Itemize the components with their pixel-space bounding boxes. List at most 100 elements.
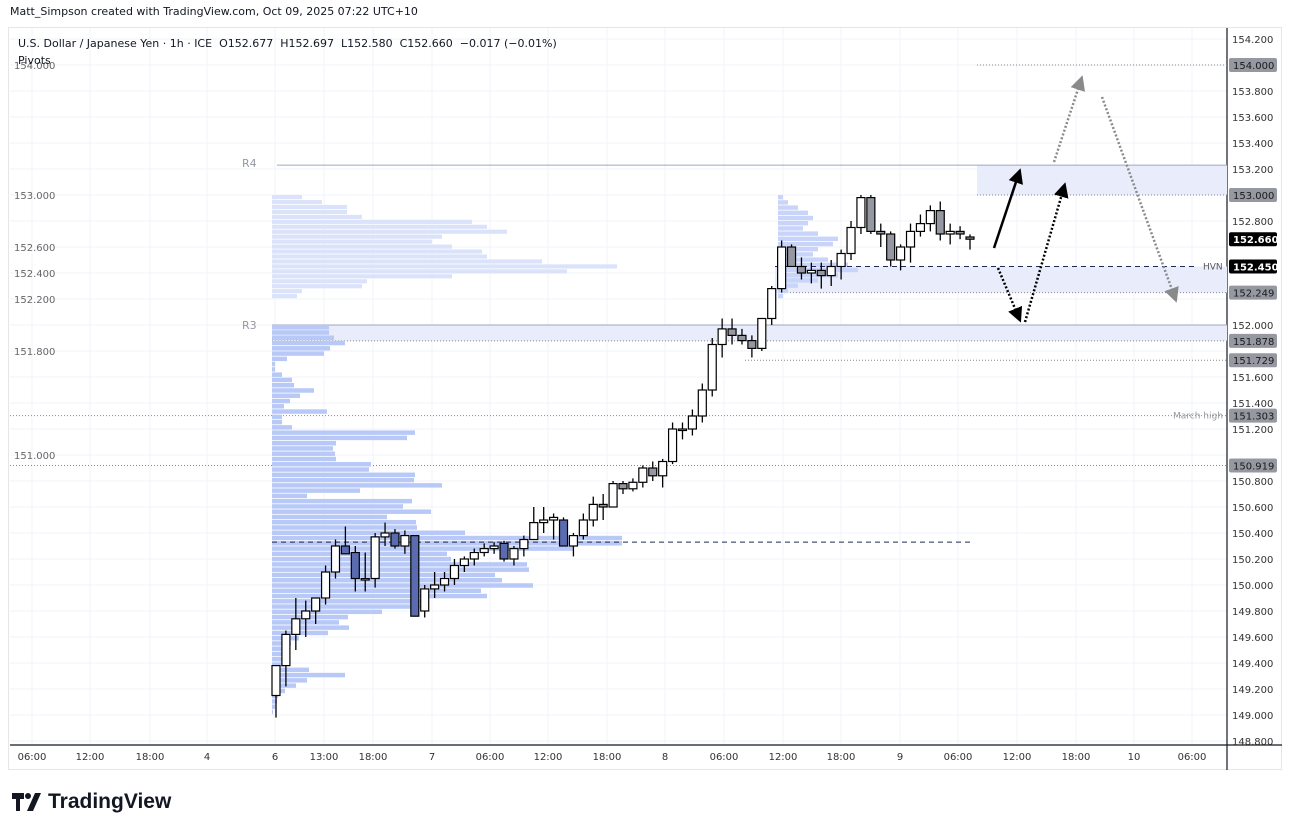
volume-profile-bar — [272, 583, 533, 588]
pullback-arrow — [996, 267, 1023, 323]
candle-body — [529, 521, 539, 541]
volume-profile-bar — [272, 456, 336, 462]
support-resistance-zone — [272, 325, 1227, 341]
candle-body — [697, 389, 707, 417]
volume-profile-bar-session — [778, 288, 788, 293]
volume-profile-bar — [272, 672, 345, 678]
volume-profile-bar — [272, 604, 422, 609]
candle-body — [539, 519, 549, 524]
candle-body — [945, 230, 955, 235]
volume-profile-bar — [272, 382, 294, 388]
volume-profile-bar — [272, 340, 345, 346]
price-axis-label-left: 152.400 — [14, 269, 55, 280]
volume-profile-bar — [272, 388, 314, 393]
candle-body — [380, 532, 390, 538]
volume-profile-bar-upper — [272, 214, 362, 219]
price-badge — [1229, 333, 1277, 348]
volume-profile-bar — [272, 520, 416, 525]
price-axis-label: 150.600 — [1232, 503, 1273, 514]
volume-profile-bar-upper — [272, 279, 367, 284]
volume-profile-bar — [272, 709, 273, 715]
volume-profile-bar-session — [778, 215, 813, 221]
candle-body — [291, 618, 301, 635]
pivot-r3-label: R3 — [242, 319, 257, 332]
candle-body — [588, 503, 598, 521]
price-badge — [1229, 458, 1277, 473]
symbol-title[interactable]: U.S. Dollar / Japanese Yen · 1h · ICE — [18, 37, 213, 50]
candle-body — [320, 571, 331, 599]
candle-body — [271, 664, 281, 697]
volume-profile-bar — [272, 667, 309, 673]
candle-body — [876, 230, 886, 235]
tradingview-logo[interactable]: TradingView — [12, 790, 171, 814]
candle-body — [430, 584, 440, 590]
target-arrow — [1052, 75, 1085, 163]
volume-profile-bar-upper — [272, 274, 452, 279]
price-axis-label: 151.400 — [1232, 399, 1273, 410]
chart-frame — [8, 27, 1282, 770]
volume-profile-bar — [272, 488, 360, 493]
price-axis-label: 153.200 — [1232, 165, 1273, 176]
price-axis-label: 150.200 — [1232, 555, 1273, 566]
price-axis-label: 151.200 — [1232, 425, 1273, 436]
candle-body — [836, 252, 846, 268]
price-badge-label: 152.249 — [1233, 289, 1274, 300]
time-axis-label: 18:00 — [359, 752, 388, 763]
volume-profile-bar-upper — [272, 249, 482, 254]
volume-profile-bar — [272, 704, 275, 709]
candle-body — [459, 558, 469, 567]
indicator-pivots[interactable]: Pivots — [18, 54, 51, 67]
volume-profile-bar — [272, 483, 442, 488]
time-axis-label: 13:00 — [310, 752, 339, 763]
volume-profile-bar — [272, 330, 329, 335]
volume-profile-bar-session — [778, 210, 808, 215]
volume-profile-bar — [272, 588, 481, 593]
candle-body — [648, 467, 658, 477]
price-badge — [1229, 259, 1277, 274]
candle-body — [895, 246, 906, 261]
volume-profile-bar-upper — [272, 244, 452, 249]
candle-body — [400, 534, 410, 547]
candle-body — [915, 223, 926, 233]
candle-body — [281, 633, 291, 667]
volume-profile-bar — [272, 530, 465, 536]
volume-profile-bar — [272, 393, 300, 398]
candle-body — [509, 547, 519, 560]
time-axis-label: 18:00 — [136, 752, 165, 763]
candle-body — [717, 328, 727, 346]
price-badge-label: 152.660 — [1233, 235, 1279, 246]
candle-body — [965, 236, 975, 240]
price-badge — [1229, 408, 1277, 423]
volume-profile-bar — [272, 525, 417, 530]
volume-profile-bar — [272, 683, 296, 688]
candle-body — [311, 597, 321, 612]
candle-body — [737, 334, 747, 342]
volume-profile-bar — [272, 361, 275, 367]
candle-body — [330, 545, 341, 573]
volume-profile-bar-session — [778, 221, 808, 226]
volume-profile-bar — [272, 493, 307, 499]
candle-body — [449, 564, 460, 580]
volume-profile-bar — [272, 446, 333, 451]
volume-profile-bar — [272, 562, 527, 567]
candle-body — [350, 551, 360, 580]
volume-profile-bar — [272, 609, 382, 615]
time-axis-label: 9 — [897, 752, 903, 763]
volume-profile-bar — [272, 657, 282, 662]
time-axis-label: 06:00 — [476, 752, 505, 763]
candle-body — [955, 230, 965, 235]
time-axis-label: 7 — [429, 752, 435, 763]
volume-profile-bar-upper — [272, 234, 442, 239]
price-badge-label: 152.450 — [1233, 263, 1279, 274]
candle-body — [439, 577, 450, 586]
price-badge-label: 151.729 — [1233, 356, 1274, 367]
volume-profile-bar-upper — [272, 269, 567, 274]
price-axis-label-left: 152.200 — [14, 295, 55, 306]
price-axis-label: 149.800 — [1232, 607, 1273, 618]
volume-profile-bar — [272, 498, 412, 504]
candle-body — [905, 230, 916, 248]
candle-body — [618, 483, 628, 490]
candle-body — [519, 538, 529, 550]
price-badge — [1229, 285, 1277, 300]
